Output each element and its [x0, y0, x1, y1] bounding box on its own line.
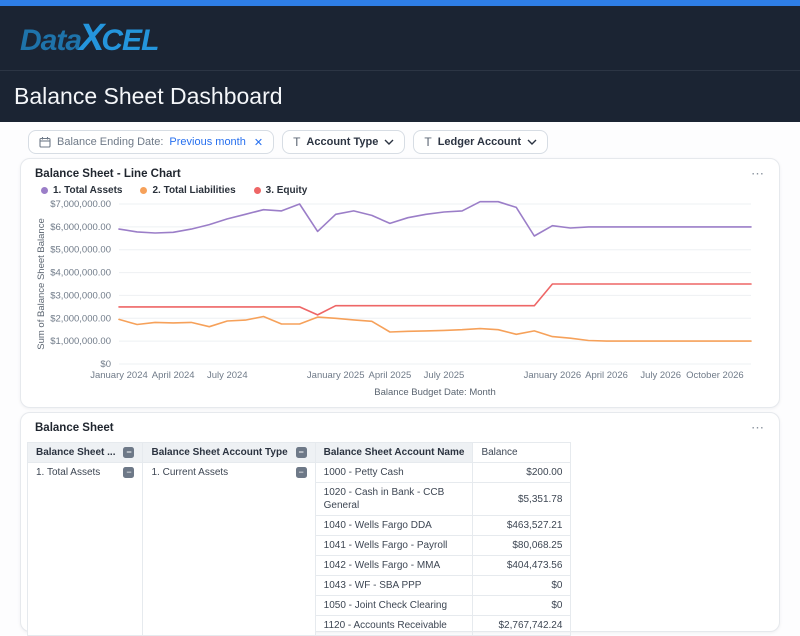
x-tick-label: January 2024	[90, 370, 148, 381]
account-name-cell[interactable]: 1040 - Wells Fargo DDA	[314, 515, 474, 536]
brand-header: DataXCEL	[0, 6, 800, 70]
y-tick-label: $3,000,000.00	[50, 290, 111, 301]
account-name-cell[interactable]: 1041 - Wells Fargo - Payroll	[314, 535, 474, 556]
y-tick-label: $1,000,000.00	[50, 336, 111, 347]
x-tick-label: July 2026	[640, 370, 681, 381]
account-name-cell[interactable]: 1043 - WF - SBA PPP	[314, 575, 474, 596]
y-tick-label: $5,000,000.00	[50, 245, 111, 256]
balance-cell[interactable]: $5,351.78	[472, 482, 572, 516]
collapse-icon[interactable]: −	[123, 447, 135, 458]
legend-dot-icon	[41, 187, 48, 194]
logo-part-cel: CEL	[101, 23, 159, 57]
balance-cell[interactable]: $2,767,742.24	[472, 615, 572, 636]
balance-cell[interactable]: $80,068.25	[472, 535, 572, 556]
series-line[interactable]	[118, 200, 752, 237]
x-tick-label: April 2024	[152, 370, 195, 381]
legend-item[interactable]: 1. Total Assets	[41, 185, 122, 196]
balance-cell[interactable]: $0	[472, 595, 572, 616]
column-header-label: Balance Sheet ...	[36, 447, 116, 458]
group-cell-total-assets[interactable]: 1. Total Assets −	[26, 462, 144, 636]
column-header-account-type[interactable]: Balance Sheet Account Type −	[142, 442, 316, 463]
column-header-label: Balance Sheet Account Name	[323, 447, 465, 458]
x-tick-label: July 2025	[424, 370, 465, 381]
date-filter-chip[interactable]: Balance Ending Date: Previous month ✕	[28, 130, 275, 154]
group-label: 1. Total Assets	[36, 467, 101, 478]
logo-part-x: X	[79, 16, 104, 59]
group-cell-current-assets[interactable]: 1. Current Assets −	[142, 462, 316, 636]
collapse-icon[interactable]: −	[123, 467, 135, 478]
x-tick-label: October 2026	[686, 370, 744, 381]
ledger-account-label: Ledger Account	[437, 136, 522, 148]
account-type-label: Account Type	[306, 136, 379, 148]
filter-t-icon: T	[424, 135, 432, 149]
balance-cell[interactable]: $0	[472, 575, 572, 596]
balance-cell[interactable]: $200.00	[472, 462, 572, 483]
balance-sheet-table-card: Balance Sheet ⋯ Balance Sheet ... − Balan…	[20, 412, 780, 636]
account-name-cell[interactable]: 1050 - Joint Check Clearing	[314, 595, 474, 616]
legend-label: 3. Equity	[265, 185, 308, 196]
series-line[interactable]	[118, 315, 752, 342]
legend-item[interactable]: 2. Total Liabilities	[140, 185, 236, 196]
balance-sheet-table: Balance Sheet ... − Balance Sheet Account…	[26, 442, 572, 636]
column-header-balance-sheet[interactable]: Balance Sheet ... −	[26, 442, 144, 463]
table-row: 1. Total Assets −1. Current Assets −1000 -…	[26, 462, 572, 636]
column-header-label: Balance Sheet Account Type	[151, 447, 288, 458]
y-tick-label: $6,000,000.00	[50, 222, 111, 233]
column-header-balance[interactable]: Balance	[472, 442, 572, 463]
legend-item[interactable]: 3. Equity	[253, 185, 308, 196]
header-divider	[0, 70, 800, 71]
ledger-account-filter-chip[interactable]: T Ledger Account	[413, 130, 549, 154]
y-tick-label: $2,000,000.00	[50, 313, 111, 324]
balance-line-chart[interactable]: $0 $1,000,000.00 $2,000,000.00 $3,000,000.0…	[33, 198, 769, 400]
x-tick-label: July 2024	[207, 370, 248, 381]
series-line[interactable]	[118, 283, 752, 316]
account-name-cell[interactable]: 1020 - Cash in Bank - CCB General	[314, 482, 474, 516]
table-row: 1043 - WF - SBA PPP $0	[28, 575, 572, 596]
collapse-icon[interactable]: −	[295, 467, 307, 478]
account-name-cell[interactable]: 1042 - Wells Fargo - MMA	[314, 555, 474, 576]
filter-t-icon: T	[293, 135, 301, 149]
more-menu-icon[interactable]: ⋯	[751, 420, 765, 435]
table-row: 1040 - Wells Fargo DDA $463,527.21	[28, 515, 572, 536]
dataxcel-logo: DataXCEL	[20, 16, 159, 60]
x-tick-label: January 2026	[524, 370, 582, 381]
line-chart-card: Balance Sheet - Line Chart ⋯ 1. Total As…	[20, 158, 780, 408]
legend-label: 2. Total Liabilities	[152, 185, 236, 196]
chart-legend: 1. Total Assets 2. Total Liabilities 3. Eq…	[21, 182, 779, 196]
title-band: Balance Sheet Dashboard	[0, 71, 800, 122]
more-menu-icon[interactable]: ⋯	[751, 166, 765, 181]
y-axis-title: Sum of Balance Sheet Balance	[36, 218, 47, 350]
x-tick-label: January 2025	[307, 370, 365, 381]
legend-dot-icon	[253, 187, 261, 194]
chevron-down-icon	[527, 139, 537, 145]
calendar-icon	[39, 137, 51, 148]
date-filter-label: Balance Ending Date:	[57, 136, 164, 148]
account-name-cell[interactable]: 1120 - Accounts Receivable	[314, 615, 474, 636]
account-name-cell[interactable]: 1000 - Petty Cash	[314, 462, 474, 483]
legend-dot-icon	[140, 187, 148, 194]
column-header-account-name[interactable]: Balance Sheet Account Name	[314, 442, 474, 463]
page-title: Balance Sheet Dashboard	[14, 83, 283, 109]
legend-label: 1. Total Assets	[53, 185, 123, 196]
y-tick-label: $0	[100, 359, 111, 370]
column-header-label: Balance	[481, 447, 518, 458]
date-filter-value[interactable]: Previous month	[169, 136, 246, 148]
balance-cell[interactable]: $463,527.21	[472, 515, 572, 536]
balance-cell[interactable]: $404,473.56	[472, 555, 572, 576]
account-type-filter-chip[interactable]: T Account Type	[282, 130, 406, 154]
collapse-icon[interactable]: −	[295, 447, 307, 458]
y-tick-label: $4,000,000.00	[50, 268, 111, 279]
x-tick-label: April 2026	[585, 370, 628, 381]
group-label: 1. Current Assets	[151, 467, 229, 478]
logo-part-data: Data	[20, 23, 82, 57]
x-tick-label: April 2025	[369, 370, 412, 381]
filter-bar: Balance Ending Date: Previous month ✕ T …	[0, 122, 800, 160]
close-icon[interactable]: ✕	[253, 136, 264, 149]
y-tick-label: $7,000,000.00	[50, 199, 111, 210]
chevron-down-icon	[384, 139, 394, 145]
top-accent-bar	[0, 0, 800, 6]
chart-title: Balance Sheet - Line Chart	[35, 168, 181, 180]
x-axis-title: Balance Budget Date: Month	[374, 387, 495, 398]
table-title: Balance Sheet	[35, 422, 114, 434]
